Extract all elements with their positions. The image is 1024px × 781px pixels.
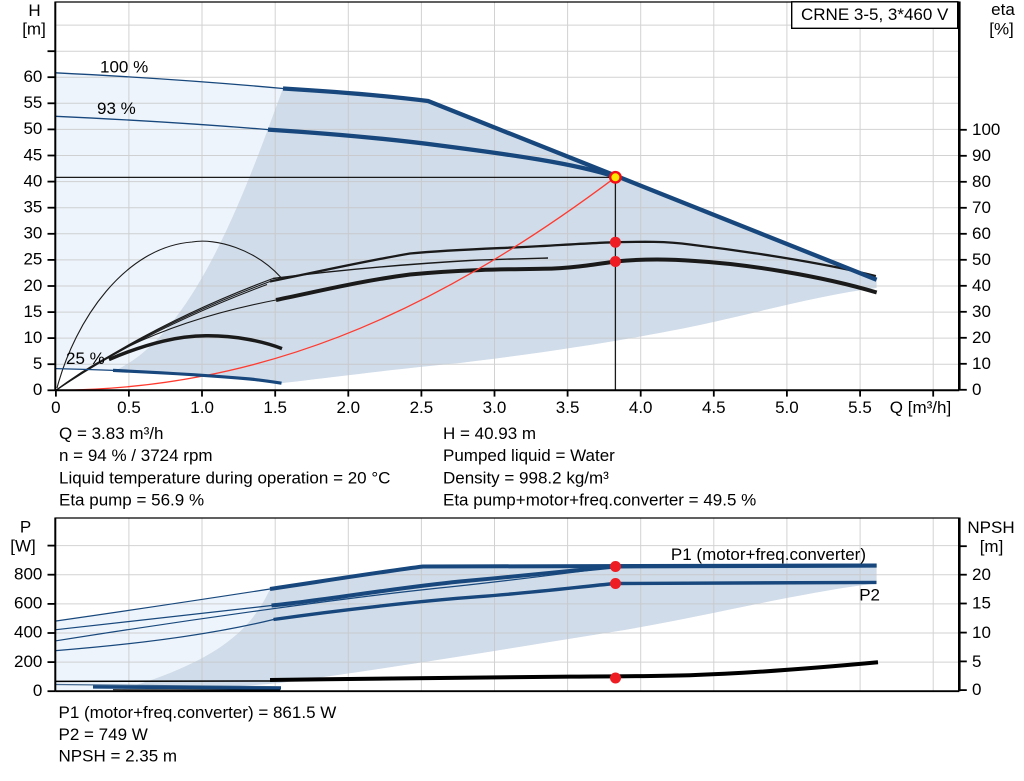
svg-text:1.5: 1.5 (263, 398, 287, 417)
svg-text:Liquid temperature during oper: Liquid temperature during operation = 20… (59, 469, 390, 488)
svg-text:5.5: 5.5 (848, 398, 872, 417)
svg-text:H = 40.93 m: H = 40.93 m (443, 424, 536, 443)
svg-text:60: 60 (23, 67, 42, 86)
svg-text:25: 25 (23, 250, 42, 269)
svg-text:H: H (28, 1, 40, 20)
svg-text:10: 10 (23, 328, 42, 347)
svg-text:4.0: 4.0 (629, 398, 653, 417)
svg-text:Pumped liquid = Water: Pumped liquid = Water (443, 446, 615, 465)
svg-text:5.0: 5.0 (775, 398, 799, 417)
svg-text:P2 = 749 W: P2 = 749 W (59, 725, 148, 744)
svg-text:100: 100 (972, 120, 1000, 139)
svg-text:25 %: 25 % (66, 349, 105, 368)
svg-text:40: 40 (23, 171, 42, 190)
svg-text:70: 70 (972, 198, 991, 217)
svg-text:4.5: 4.5 (702, 398, 726, 417)
svg-text:90: 90 (972, 146, 991, 165)
svg-text:1.0: 1.0 (190, 398, 214, 417)
svg-text:100 %: 100 % (100, 58, 148, 77)
svg-text:Q [m³/h]: Q [m³/h] (890, 398, 951, 417)
svg-text:3.0: 3.0 (483, 398, 507, 417)
svg-text:50: 50 (23, 119, 42, 138)
svg-text:55: 55 (23, 93, 42, 112)
svg-text:P: P (20, 518, 31, 537)
svg-text:Eta pump+motor+freq.converter: Eta pump+motor+freq.converter = 49.5 % (443, 491, 756, 510)
svg-text:40: 40 (972, 276, 991, 295)
svg-text:20: 20 (972, 565, 991, 584)
svg-text:n = 94 % / 3724 rpm: n = 94 % / 3724 rpm (59, 446, 213, 465)
svg-text:15: 15 (23, 302, 42, 321)
svg-text:0: 0 (33, 681, 42, 700)
svg-text:0: 0 (33, 380, 42, 399)
svg-text:45: 45 (23, 145, 42, 164)
svg-text:20: 20 (972, 328, 991, 347)
svg-text:50: 50 (972, 250, 991, 269)
svg-text:60: 60 (972, 224, 991, 243)
svg-text:NPSH = 2.35 m: NPSH = 2.35 m (59, 747, 178, 766)
svg-text:0: 0 (972, 680, 981, 699)
svg-text:[%]: [%] (989, 20, 1014, 39)
svg-text:eta: eta (991, 0, 1015, 19)
svg-text:[W]: [W] (10, 537, 36, 556)
svg-text:[m]: [m] (980, 537, 1004, 556)
svg-text:30: 30 (972, 302, 991, 321)
svg-text:80: 80 (972, 172, 991, 191)
svg-text:10: 10 (972, 623, 991, 642)
svg-text:NPSH: NPSH (967, 518, 1014, 537)
svg-text:0: 0 (972, 380, 981, 399)
svg-text:CRNE 3-5, 3*460 V: CRNE 3-5, 3*460 V (801, 5, 949, 24)
svg-text:Eta pump = 56.9 %: Eta pump = 56.9 % (59, 491, 204, 510)
svg-text:10: 10 (972, 354, 991, 373)
svg-text:2.0: 2.0 (336, 398, 360, 417)
svg-text:3.5: 3.5 (556, 398, 580, 417)
svg-text:2.5: 2.5 (410, 398, 434, 417)
svg-text:5: 5 (972, 652, 981, 671)
svg-text:5: 5 (33, 354, 42, 373)
svg-text:Density = 998.2 kg/m³: Density = 998.2 kg/m³ (443, 469, 609, 488)
svg-text:P2: P2 (859, 586, 880, 605)
svg-text:93 %: 93 % (97, 99, 136, 118)
svg-text:20: 20 (23, 276, 42, 295)
svg-text:600: 600 (14, 594, 42, 613)
svg-text:P1 (motor+freq.converter) = 86: P1 (motor+freq.converter) = 861.5 W (59, 703, 337, 722)
svg-text:800: 800 (14, 564, 42, 583)
svg-text:30: 30 (23, 224, 42, 243)
svg-text:0: 0 (51, 398, 60, 417)
svg-text:400: 400 (14, 623, 42, 642)
svg-text:35: 35 (23, 198, 42, 217)
svg-text:[m]: [m] (22, 19, 46, 38)
svg-text:200: 200 (14, 652, 42, 671)
svg-text:15: 15 (972, 593, 991, 612)
svg-text:Q = 3.83 m³/h: Q = 3.83 m³/h (59, 424, 163, 443)
svg-text:0.5: 0.5 (117, 398, 141, 417)
svg-text:P1 (motor+freq.converter): P1 (motor+freq.converter) (671, 545, 866, 564)
